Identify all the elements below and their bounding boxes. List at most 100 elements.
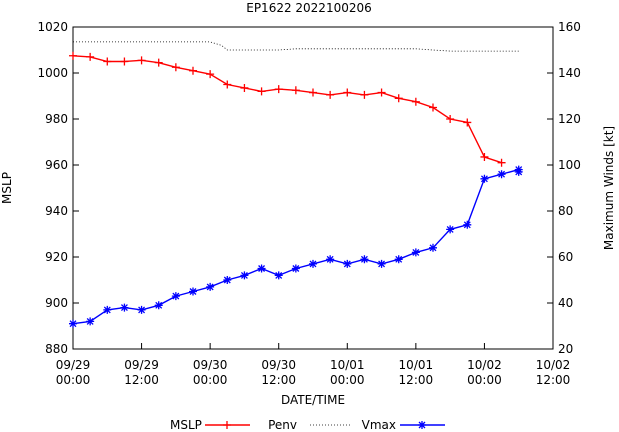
series-vmax <box>69 165 523 328</box>
data-point <box>274 271 283 280</box>
data-point <box>343 88 352 97</box>
data-point <box>309 259 317 268</box>
x-tick-sublabel-5: 12:00 <box>399 373 434 387</box>
data-point <box>274 85 283 94</box>
legend-marker-penv <box>223 421 231 429</box>
series-layer <box>69 41 523 328</box>
y-tick-label-2: 920 <box>45 250 68 264</box>
series-dotted <box>73 41 519 52</box>
data-point <box>223 80 232 89</box>
data-point <box>171 292 180 301</box>
legend-label-vmax: Vmax <box>362 418 396 432</box>
data-point <box>103 57 112 66</box>
data-point <box>480 174 489 183</box>
data-point <box>463 220 472 229</box>
data-point <box>257 264 266 273</box>
data-point <box>69 51 77 60</box>
data-point <box>154 301 163 310</box>
data-point <box>497 158 506 167</box>
y-axis-left: 880 900 920 940 960 980 1000 1020 <box>37 20 79 356</box>
data-point <box>120 303 129 312</box>
plot-frame <box>72 26 554 350</box>
data-point <box>429 103 437 112</box>
legend-label-penv: Penv <box>268 418 297 432</box>
x-tick-label-0: 09/29 <box>56 358 91 372</box>
x-tick-sublabel-6: 00:00 <box>467 373 502 387</box>
data-point <box>240 83 249 92</box>
data-point <box>257 87 266 96</box>
data-point <box>137 56 146 65</box>
data-point <box>429 243 437 252</box>
x-tick-label-1: 09/29 <box>124 358 159 372</box>
series-penv <box>69 51 506 167</box>
y-tick-label-3: 940 <box>45 204 68 218</box>
series-line-1 <box>73 41 519 52</box>
data-point <box>86 52 95 61</box>
y-tick-label-5: 980 <box>45 112 68 126</box>
data-point <box>189 66 197 75</box>
data-point <box>480 152 489 161</box>
data-point <box>69 319 77 328</box>
x-tick-label-5: 10/01 <box>399 358 434 372</box>
data-point <box>86 317 95 326</box>
y-tick-label-1: 900 <box>45 296 68 310</box>
data-point <box>326 255 335 264</box>
data-point <box>463 118 472 127</box>
x-tick-sublabel-0: 00:00 <box>56 373 91 387</box>
data-point <box>411 248 420 257</box>
x-tick-label-4: 10/01 <box>330 358 365 372</box>
data-point <box>377 259 386 268</box>
y-tick-label-7: 1020 <box>37 20 68 34</box>
data-point <box>154 58 163 67</box>
chart-title: EP1622 2022100206 <box>246 1 372 15</box>
data-point <box>514 167 523 176</box>
data-point <box>394 255 403 264</box>
data-point <box>394 94 403 103</box>
data-point <box>171 63 180 72</box>
x-tick-sublabel-3: 12:00 <box>261 373 296 387</box>
data-point <box>360 90 369 99</box>
x-tick-label-7: 10/02 <box>536 358 571 372</box>
y-tick-label-0: 880 <box>45 342 68 356</box>
legend-title: MSLP <box>170 418 202 432</box>
y2-tick-label-5: 120 <box>558 112 581 126</box>
data-point <box>137 305 146 314</box>
data-point <box>446 225 455 234</box>
x-tick-sublabel-4: 00:00 <box>330 373 365 387</box>
x-tick-label-3: 09/30 <box>261 358 296 372</box>
x-tick-sublabel-2: 00:00 <box>193 373 228 387</box>
x-axis: 09/2900:0009/2912:0009/3000:0009/3012:00… <box>56 343 571 387</box>
data-point <box>291 264 300 273</box>
data-point <box>360 255 369 264</box>
x-tick-sublabel-1: 12:00 <box>124 373 159 387</box>
data-point <box>377 88 386 97</box>
data-point <box>497 170 506 179</box>
y2-tick-label-2: 60 <box>558 250 573 264</box>
data-point <box>291 86 300 95</box>
data-point <box>206 282 215 291</box>
y2-tick-label-0: 20 <box>558 342 573 356</box>
x-tick-sublabel-7: 12:00 <box>536 373 571 387</box>
data-point <box>326 90 335 99</box>
x-tick-label-6: 10/02 <box>467 358 502 372</box>
y-axis-label: MSLP <box>0 172 14 204</box>
y2-tick-label-4: 100 <box>558 158 581 172</box>
x-tick-label-2: 09/30 <box>193 358 228 372</box>
data-point <box>446 115 455 123</box>
data-point <box>343 259 352 268</box>
y-tick-label-6: 1000 <box>37 66 68 80</box>
data-point <box>120 57 129 66</box>
y2-tick-label-3: 80 <box>558 204 573 218</box>
legend-marker-vmax <box>418 421 426 429</box>
y2-tick-label-1: 40 <box>558 296 573 310</box>
y2-axis-label: Maximum Winds [kt] <box>602 126 616 250</box>
x-axis-label: DATE/TIME <box>281 393 345 407</box>
y-axis-right: 20 40 60 80 100 120 140 160 <box>547 20 581 356</box>
y2-tick-label-6: 140 <box>558 66 581 80</box>
y-tick-label-4: 960 <box>45 158 68 172</box>
data-point <box>189 287 197 296</box>
data-point <box>103 305 112 314</box>
series-line-2 <box>72 168 520 325</box>
